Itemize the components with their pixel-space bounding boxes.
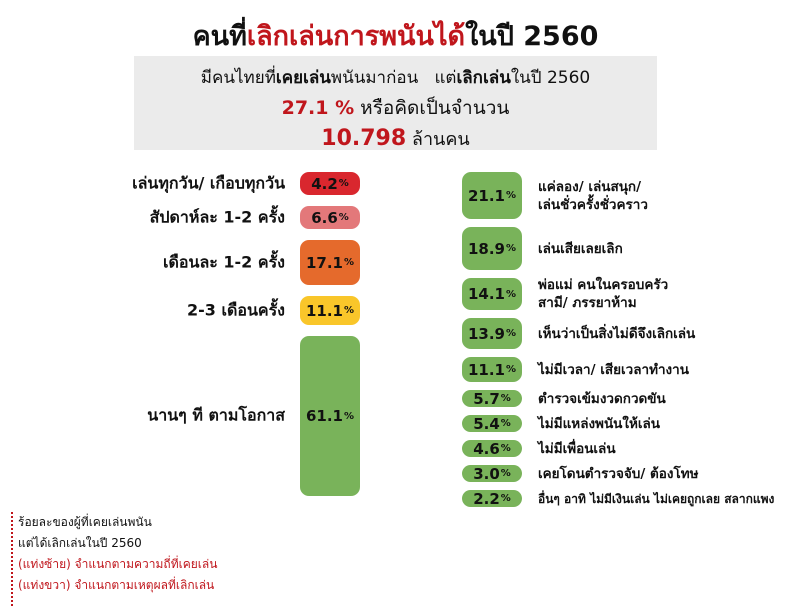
summary-line-3: 10.798 ล้านคน — [134, 124, 657, 153]
note-line-3: (แท่งซ้าย) จำแนกตามความถี่ที่เคยเล่น — [18, 557, 218, 571]
right-bar-1: 18.9% — [462, 227, 522, 270]
summary-box: มีคนไทยที่เคยเล่นพนันมาก่อน แต่เลิกเล่นใ… — [134, 56, 657, 153]
left-bar-unit-3: % — [343, 305, 355, 316]
right-bar-9: 2.2% — [462, 489, 522, 508]
note-line-1: ร้อยละของผู้ที่เคยเล่นพนัน — [18, 515, 152, 529]
title-prefix: คนที่ — [192, 21, 247, 52]
right-bar-value-9: 2.2 — [473, 489, 500, 508]
left-category-label-2: เดือนละ 1-2 ครั้ง — [163, 252, 285, 271]
summary-text-b: เคยเล่น — [275, 68, 331, 88]
right-category-label-5: ตำรวจเข้มงวดกวดขัน — [538, 390, 666, 407]
left-bar-value-4: 61.1 — [305, 407, 343, 425]
summary-text-c: พนันมาก่อน แต่ — [330, 68, 457, 88]
right-bar-value-0: 21.1 — [467, 186, 505, 205]
note-line-2: แต่ได้เลิกเล่นในปี 2560 — [18, 536, 142, 550]
right-category-label-2: พ่อแม่ คนในครอบครัว สามี/ ภรรยาห้าม — [538, 277, 669, 311]
summary-text-e: ในปี 2560 — [510, 68, 591, 88]
left-category-label-0: เล่นทุกวัน/ เกือบทุกวัน — [132, 173, 285, 192]
right-bar-unit-6: % — [500, 418, 511, 429]
left-bar-value-3: 11.1 — [305, 301, 343, 320]
right-bar-4: 11.1% — [462, 357, 522, 382]
left-bar-unit-1: % — [338, 212, 349, 223]
right-bar-value-4: 11.1 — [467, 360, 505, 379]
right-bar-5: 5.7% — [462, 389, 522, 408]
right-bar-value-7: 4.6 — [473, 439, 500, 458]
notes-dotted-marker — [11, 512, 13, 606]
note-line-4: (แท่งขวา) จำแนกตามเหตุผลที่เลิกเล่น — [18, 578, 215, 592]
right-bar-value-2: 14.1 — [467, 285, 505, 303]
right-bar-2: 14.1% — [462, 278, 522, 310]
right-bar-unit-3: % — [505, 328, 517, 339]
right-bar-6: 5.4% — [462, 414, 522, 433]
summary-line-1: มีคนไทยที่เคยเล่นพนันมาก่อน แต่เลิกเล่นใ… — [134, 64, 657, 91]
summary-number: 10.798 — [321, 126, 407, 151]
right-category-label-9: อื่นๆ อาทิ ไม่มีเงินเล่น ไม่เคยถูกเลย สล… — [538, 491, 775, 506]
right-bar-unit-8: % — [500, 468, 511, 479]
left-bar-2: 17.1% — [300, 240, 360, 285]
right-bar-0: 21.1% — [462, 172, 522, 219]
left-bar-unit-0: % — [338, 178, 349, 189]
right-bar-unit-7: % — [500, 443, 511, 454]
right-bar-3: 13.9% — [462, 318, 522, 349]
right-bar-unit-5: % — [500, 393, 511, 404]
left-bar-1: 6.6% — [300, 206, 360, 229]
left-category-label-3: 2-3 เดือนครั้ง — [187, 300, 285, 319]
left-bar-unit-4: % — [343, 410, 355, 422]
left-bar-unit-2: % — [343, 257, 355, 268]
right-bar-value-1: 18.9 — [467, 239, 505, 258]
right-category-label-6: ไม่มีแหล่งพนันให้เล่น — [538, 415, 661, 432]
right-bar-8: 3.0% — [462, 464, 522, 483]
right-category-label-0: แค่ลอง/ เล่นสนุก/เล่นชั่วครั้งชั่วคราว — [538, 178, 648, 213]
right-category-label-8: เคยโดนตำรวจจับ/ ต้องโทษ — [538, 465, 699, 482]
right-bar-value-3: 13.9 — [467, 324, 505, 343]
title-highlight: เลิกเล่นการพนันได้ — [246, 21, 466, 52]
right-bar-value-6: 5.4 — [473, 414, 500, 433]
summary-number-suffix: ล้านคน — [406, 129, 470, 150]
right-bar-unit-0: % — [505, 190, 517, 201]
page-title: คนที่เลิกเล่นการพนันได้ในปี 2560 — [0, 14, 791, 57]
summary-text-a: มีคนไทยที่ — [200, 68, 276, 88]
left-bar-value-2: 17.1 — [305, 253, 343, 272]
right-category-label-3: เห็นว่าเป็นสิ่งไม่ดีจึงเลิกเล่น — [538, 325, 696, 342]
summary-percent: 27.1 % — [281, 97, 355, 119]
right-bar-unit-1: % — [505, 243, 517, 254]
left-bar-3: 11.1% — [300, 296, 360, 325]
right-bar-value-5: 5.7 — [473, 389, 500, 408]
summary-line-2: 27.1 % หรือคิดเป็นจำนวน — [134, 93, 657, 123]
right-bar-unit-4: % — [505, 364, 517, 375]
summary-percent-suffix: หรือคิดเป็นจำนวน — [354, 97, 510, 119]
right-bar-unit-2: % — [505, 288, 517, 300]
left-bar-value-0: 4.2 — [311, 174, 338, 193]
left-bar-value-1: 6.6 — [311, 208, 338, 227]
title-suffix: ในปี 2560 — [465, 21, 599, 52]
summary-text-d: เลิกเล่น — [456, 68, 511, 88]
right-bar-value-8: 3.0 — [473, 464, 500, 483]
right-category-label-7: ไม่มีเพื่อนเล่น — [538, 440, 616, 457]
left-bar-0: 4.2% — [300, 172, 360, 195]
notes: ร้อยละของผู้ที่เคยเล่นพนัน แต่ได้เลิกเล่… — [11, 512, 318, 606]
left-bar-4: 61.1% — [300, 336, 360, 496]
right-category-label-4: ไม่มีเวลา/ เสียเวลาทำงาน — [538, 361, 689, 378]
right-category-label-1: เล่นเสียเลยเลิก — [538, 240, 623, 257]
left-category-label-4: นานๆ ที ตามโอกาส — [147, 405, 285, 425]
left-category-label-1: สัปดาห์ละ 1-2 ครั้ง — [149, 207, 285, 226]
right-bar-unit-9: % — [500, 493, 511, 504]
right-bar-7: 4.6% — [462, 439, 522, 458]
